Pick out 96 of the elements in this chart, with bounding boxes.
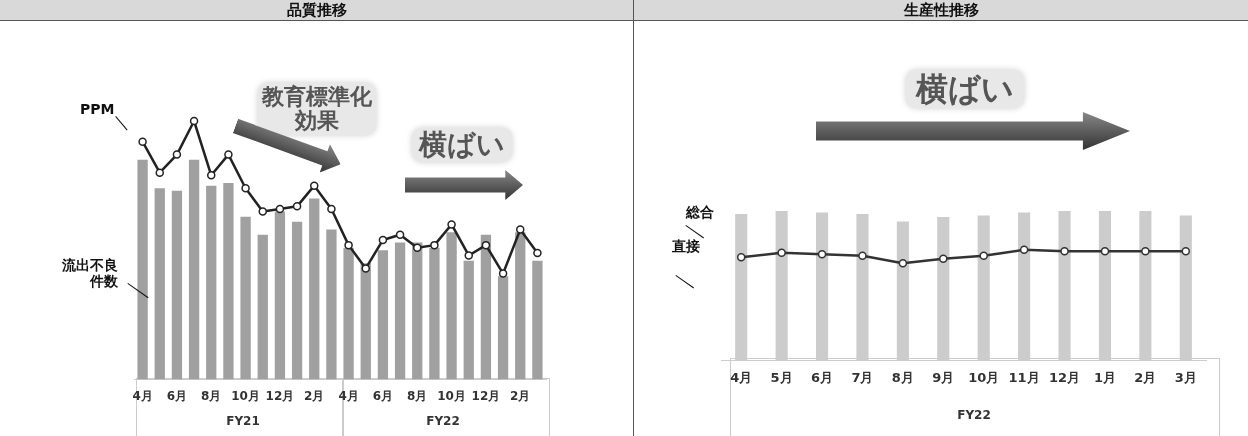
bar — [497, 276, 509, 380]
point — [516, 225, 525, 234]
point — [378, 235, 388, 245]
bar — [463, 260, 474, 380]
x-tick-label: 1月 — [1093, 369, 1116, 385]
text: 直接 — [672, 238, 700, 254]
x-tick-label: 7月 — [851, 369, 874, 385]
x-tick-label: 8月 — [407, 388, 428, 403]
x-tick-label: 12月 — [265, 388, 295, 403]
x-tick-label: 4月 — [132, 388, 153, 403]
x-tick-label: 8月 — [201, 388, 222, 403]
point — [224, 150, 233, 159]
x-tick-label: 8月 — [891, 369, 914, 385]
point — [344, 240, 353, 250]
bar — [394, 242, 406, 380]
x-tick-label: 4月 — [730, 369, 753, 385]
text: PPM — [80, 101, 115, 117]
point — [1100, 247, 1110, 256]
point — [413, 243, 422, 252]
series-label: 総合 — [686, 204, 714, 220]
point — [498, 269, 508, 278]
point — [939, 254, 948, 264]
x-tick-label: 10月 — [968, 369, 1000, 385]
x-tick-label: 4月 — [338, 388, 359, 403]
point — [858, 251, 867, 261]
x-tick-label: 12月 — [1048, 369, 1081, 385]
bar — [137, 159, 148, 380]
bar — [206, 185, 217, 380]
x-tick-label: 3月 — [1174, 369, 1197, 385]
bar — [171, 190, 183, 380]
bar — [343, 247, 354, 380]
chart-title: 生産性推移 — [634, 0, 1248, 21]
point — [292, 202, 302, 211]
x-tick-label: 9月 — [932, 369, 955, 385]
x-tick-label: 2月 — [1134, 369, 1157, 385]
text: FY22 — [425, 414, 461, 428]
series-label: 流出不良件数 — [61, 257, 118, 289]
point — [447, 220, 456, 229]
text: FY22 — [956, 408, 992, 422]
bar — [515, 232, 526, 380]
bar — [480, 234, 492, 380]
point — [979, 251, 988, 261]
x-tick-label: 6月 — [811, 369, 834, 385]
x-tick-label: 2月 — [510, 388, 531, 403]
point — [241, 183, 250, 193]
bar — [240, 216, 251, 380]
text: 横ばい — [906, 70, 1024, 108]
point — [736, 253, 746, 262]
point — [533, 248, 542, 258]
bar — [309, 198, 320, 380]
point — [172, 150, 182, 159]
point — [898, 259, 908, 268]
point — [361, 264, 370, 273]
bar — [429, 247, 440, 380]
text: FY21 — [225, 414, 261, 428]
bar — [274, 211, 286, 380]
x-tick-label: 10月 — [437, 388, 466, 403]
chart-title: 品質推移 — [0, 0, 633, 21]
x-tick-label: 5月 — [770, 369, 793, 385]
bar — [188, 159, 200, 380]
bar — [154, 188, 165, 380]
point — [275, 204, 285, 214]
point — [481, 240, 491, 250]
point — [207, 171, 216, 180]
point — [817, 250, 827, 259]
point — [777, 248, 786, 258]
point — [1181, 247, 1191, 256]
x-tick-label: 10月 — [231, 388, 260, 403]
bar — [532, 260, 543, 380]
bar — [257, 234, 268, 380]
point — [430, 240, 439, 250]
point — [138, 137, 147, 146]
point — [310, 181, 319, 190]
bar — [360, 263, 371, 380]
x-tick-label: 6月 — [166, 388, 188, 403]
x-tick-label: 12月 — [471, 388, 501, 403]
bar — [223, 183, 234, 380]
point — [327, 204, 336, 214]
bar — [326, 229, 337, 380]
bar — [377, 250, 389, 380]
x-tick-label: 11月 — [1008, 369, 1040, 385]
annotation: 教育標準化効果 — [258, 83, 376, 135]
x-tick-label: 6月 — [372, 388, 394, 403]
bar — [446, 232, 457, 380]
point — [1019, 245, 1029, 255]
point — [155, 168, 164, 177]
bar — [291, 221, 303, 380]
point — [1141, 247, 1150, 256]
point — [189, 116, 199, 126]
annotation: 横ばい — [412, 128, 512, 162]
bar — [412, 242, 423, 380]
x-tick-label: 2月 — [304, 388, 325, 403]
point — [1060, 247, 1069, 256]
point — [258, 207, 267, 216]
point — [464, 251, 473, 260]
point — [395, 230, 405, 240]
